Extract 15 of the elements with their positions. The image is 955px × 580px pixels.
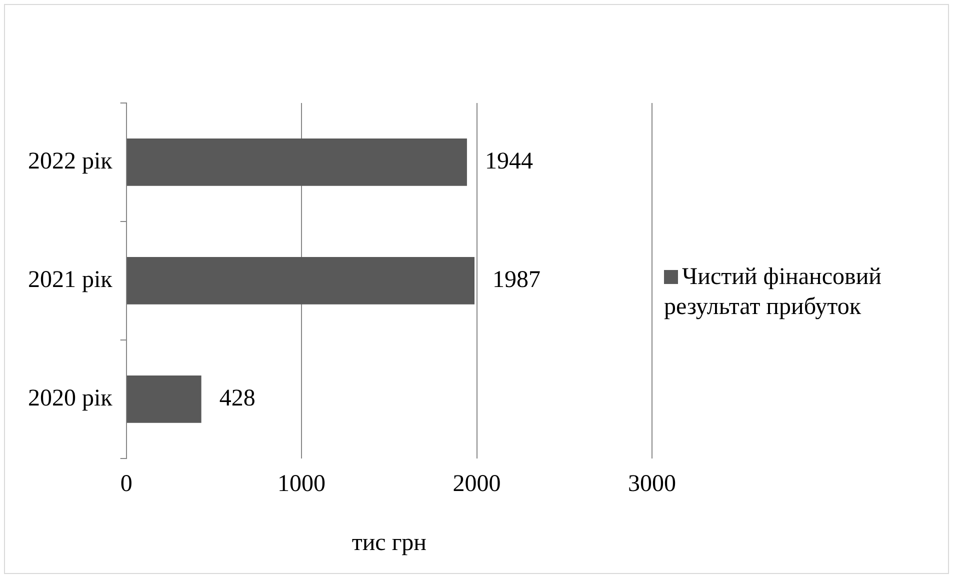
legend-label: Чистий фінансовий результат прибуток <box>664 264 882 320</box>
x-tick-label: 2000 <box>452 471 501 498</box>
x-tick-label: 0 <box>120 471 132 498</box>
bar <box>126 138 467 186</box>
data-label: 428 <box>219 385 256 412</box>
x-axis-title: тис грн <box>352 530 427 556</box>
y-tick-label: 2021 рік <box>28 266 113 293</box>
bar <box>126 375 202 423</box>
y-tick-label: 2020 рік <box>28 385 113 412</box>
bar <box>126 257 474 304</box>
data-label: 1944 <box>484 148 533 175</box>
data-label: 1987 <box>492 266 540 293</box>
x-tick-label: 3000 <box>628 471 676 498</box>
x-tick-label: 1000 <box>278 471 326 498</box>
y-tick-label: 2022 рік <box>28 148 113 175</box>
